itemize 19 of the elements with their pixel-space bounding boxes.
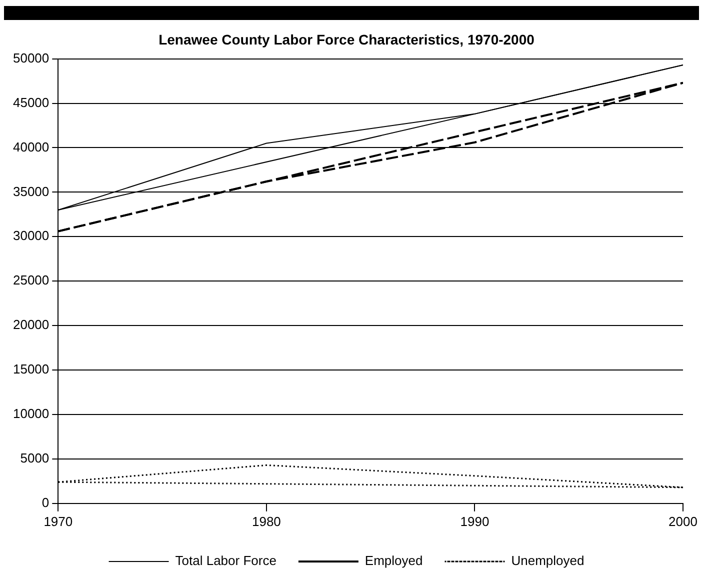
x-tick-label: 1980 — [252, 514, 281, 529]
x-tick-label: 1990 — [460, 514, 490, 529]
legend-label: Unemployed — [511, 553, 584, 568]
y-tick-label: 25000 — [12, 272, 50, 288]
y-tick-label: 0 — [42, 494, 50, 510]
y-tick-label: 50000 — [12, 50, 50, 66]
y-tick-label: 10000 — [12, 406, 50, 422]
chart-title: Lenawee County Labor Force Characteristics, 1970-2000 — [158, 31, 535, 48]
legend-label: Total Labor Force — [175, 553, 276, 568]
y-tick-label: 15000 — [12, 362, 50, 377]
y-tick-label: 5000 — [20, 450, 50, 466]
y-tick-label: 35000 — [12, 184, 50, 199]
y-tick-label: 20000 — [12, 317, 50, 332]
x-tick-label: 1970 — [44, 514, 73, 529]
y-tick-label: 30000 — [12, 228, 50, 244]
legend-label: Employed — [364, 553, 423, 568]
x-tick-label: 2000 — [668, 514, 698, 529]
y-tick-label: 40000 — [12, 139, 50, 154]
y-tick-label: 45000 — [12, 94, 50, 110]
